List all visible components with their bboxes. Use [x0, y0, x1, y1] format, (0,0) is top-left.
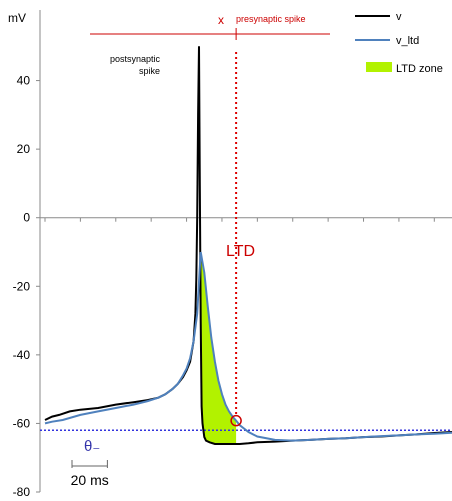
ltd-label: LTD	[226, 243, 255, 260]
scale-bar-label: 20 ms	[71, 472, 109, 488]
ltd-intersection-marker	[230, 414, 242, 427]
y-tick-label: -40	[13, 348, 31, 362]
presynaptic-marker: x	[218, 13, 224, 27]
ltd-zone-area	[200, 252, 237, 444]
postsynaptic-spike-label-line2: spike	[139, 66, 160, 76]
legend-label-v: v	[396, 11, 402, 23]
y-tick-label: 40	[17, 74, 31, 88]
y-tick-labels: 40 20 0 -20 -40 -60 -80	[13, 74, 31, 499]
legend-label-ltd-zone: LTD zone	[396, 63, 443, 75]
legend-swatch-ltd-zone	[366, 62, 392, 72]
y-tick-label: 20	[17, 142, 31, 156]
postsynaptic-spike-label: postsynaptic	[110, 54, 161, 64]
y-tick-label: -80	[13, 485, 31, 499]
x-axis-ticks	[44, 217, 435, 222]
y-tick-label: -20	[13, 279, 31, 293]
series-line-v-ltd	[44, 251, 452, 442]
y-axis-label: mV	[8, 11, 26, 25]
y-tick-label: 0	[23, 211, 30, 225]
time-scale-bar: 20 ms	[71, 460, 109, 488]
presynaptic-spike-label: presynaptic spike	[236, 14, 306, 24]
y-tick-label: -60	[13, 416, 31, 430]
legend-label-v-ltd: v_ltd	[396, 35, 419, 47]
theta-minus-label: θ₋	[84, 438, 100, 455]
legend: v v_ltd LTD zone	[355, 11, 443, 75]
y-axis-ticks	[36, 80, 40, 493]
